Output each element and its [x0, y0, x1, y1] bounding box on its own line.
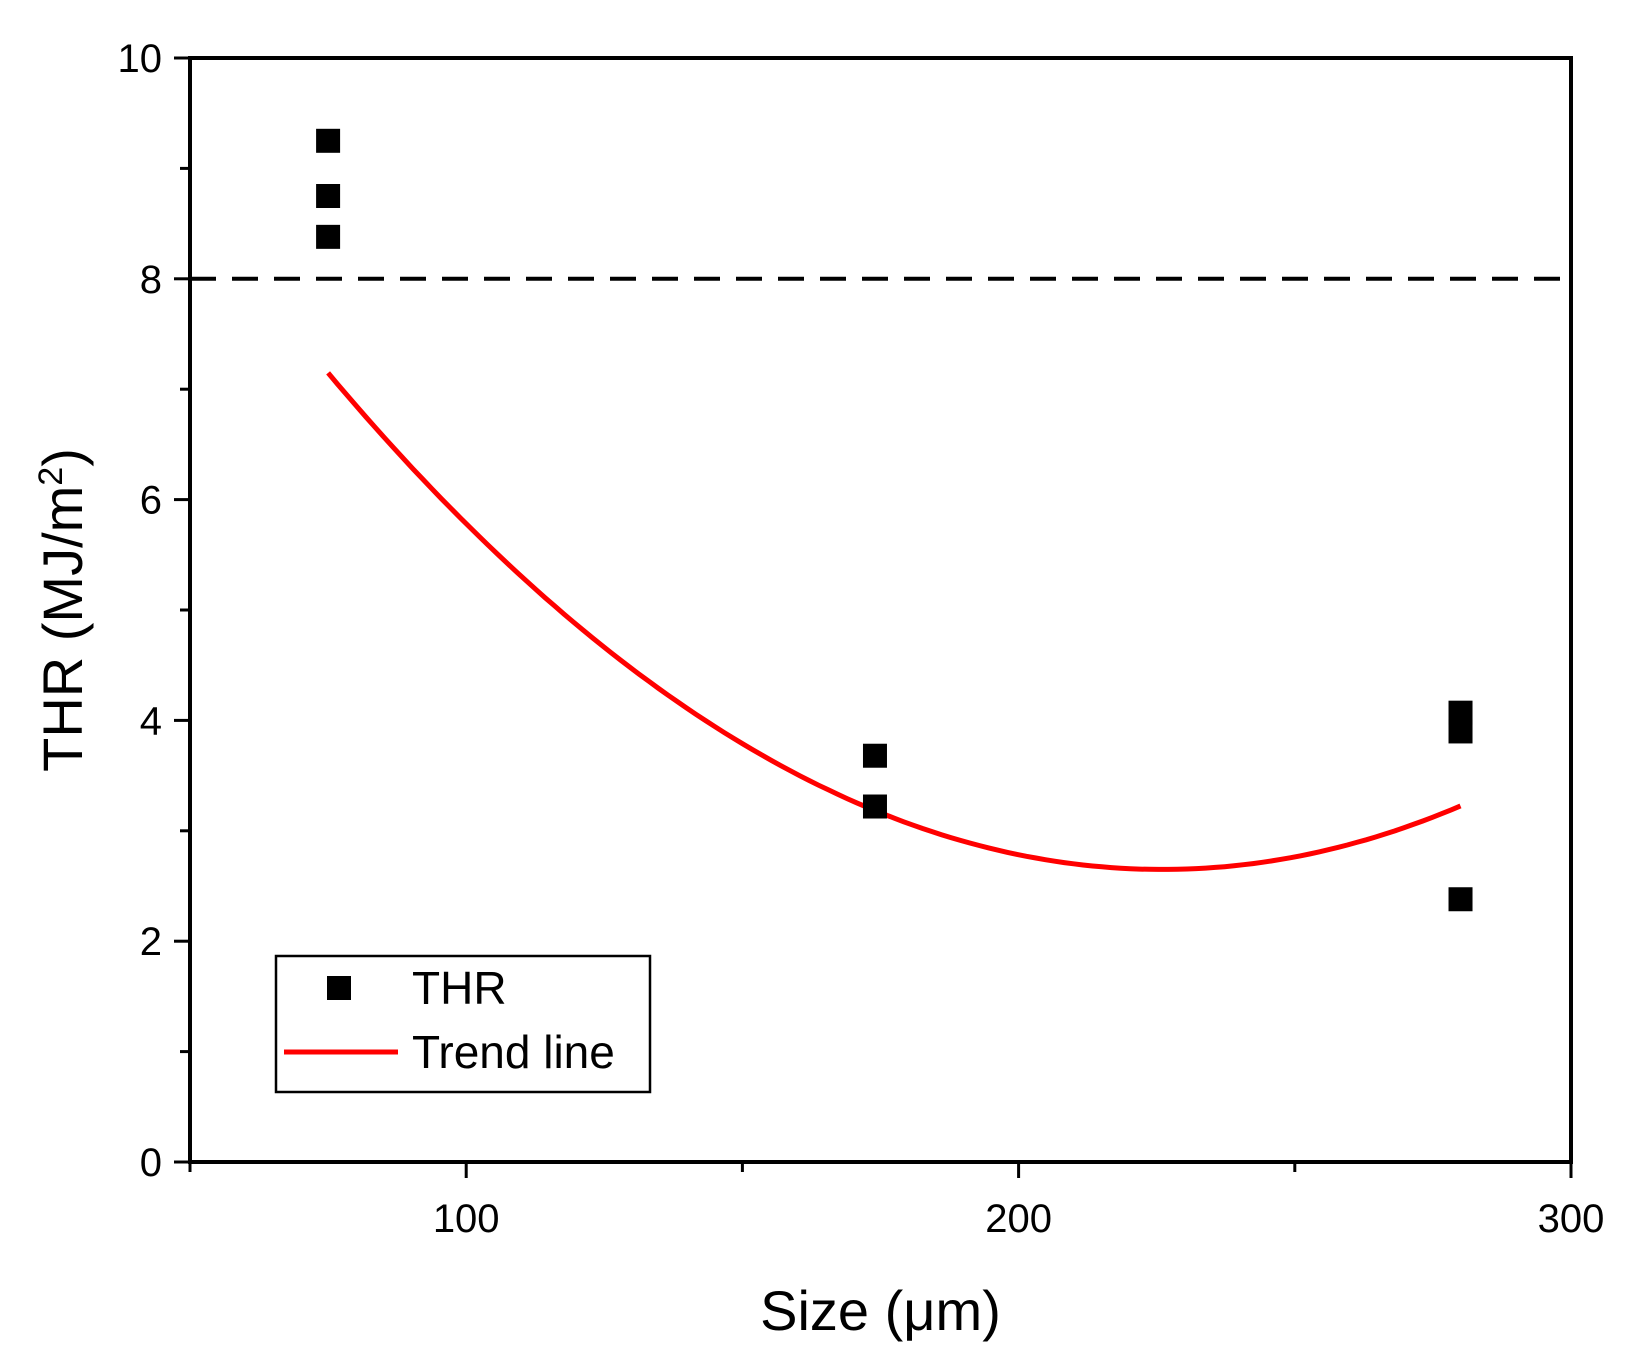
y-tick-label: 0	[140, 1141, 162, 1185]
legend-trend-line-label: Trend line	[412, 1026, 615, 1078]
trend-line-layer	[326, 371, 1462, 872]
x-tick-label: 100	[433, 1197, 500, 1241]
legend: THR Trend line	[274, 954, 652, 1094]
x-tick-label: 300	[1538, 1197, 1605, 1241]
x-tick-label: 200	[985, 1197, 1052, 1241]
y-tick-label: 6	[140, 479, 162, 523]
thr-data-point	[316, 184, 341, 208]
thr-data-point	[862, 794, 887, 819]
legend-thr-square-symbol	[327, 976, 351, 1000]
y-tick-label: 10	[118, 37, 163, 81]
thr-points-layer	[316, 128, 1473, 912]
y-tick-label: 4	[140, 699, 162, 743]
thr-data-point	[316, 128, 341, 153]
trend-line	[326, 371, 1462, 872]
thr-data-point	[1448, 719, 1473, 744]
y-tick-label: 2	[140, 920, 162, 964]
y-axis-title-close: )	[31, 448, 94, 467]
x-axis-title: Size (μm)	[760, 1279, 1001, 1342]
thr-data-point	[316, 224, 341, 249]
y-tick-label: 8	[140, 258, 162, 302]
thr-data-point	[862, 743, 887, 768]
y-axis-title: THR (MJ/m2)	[31, 448, 94, 772]
ticks: 100 200 300 0 2 4 6 8 10	[118, 37, 1605, 1241]
thr-data-point	[1448, 887, 1473, 912]
legend-thr-label: THR	[412, 962, 507, 1014]
y-axis-title-main: THR (MJ/m	[31, 486, 94, 772]
y-axis-title-superscript: 2	[32, 467, 70, 486]
